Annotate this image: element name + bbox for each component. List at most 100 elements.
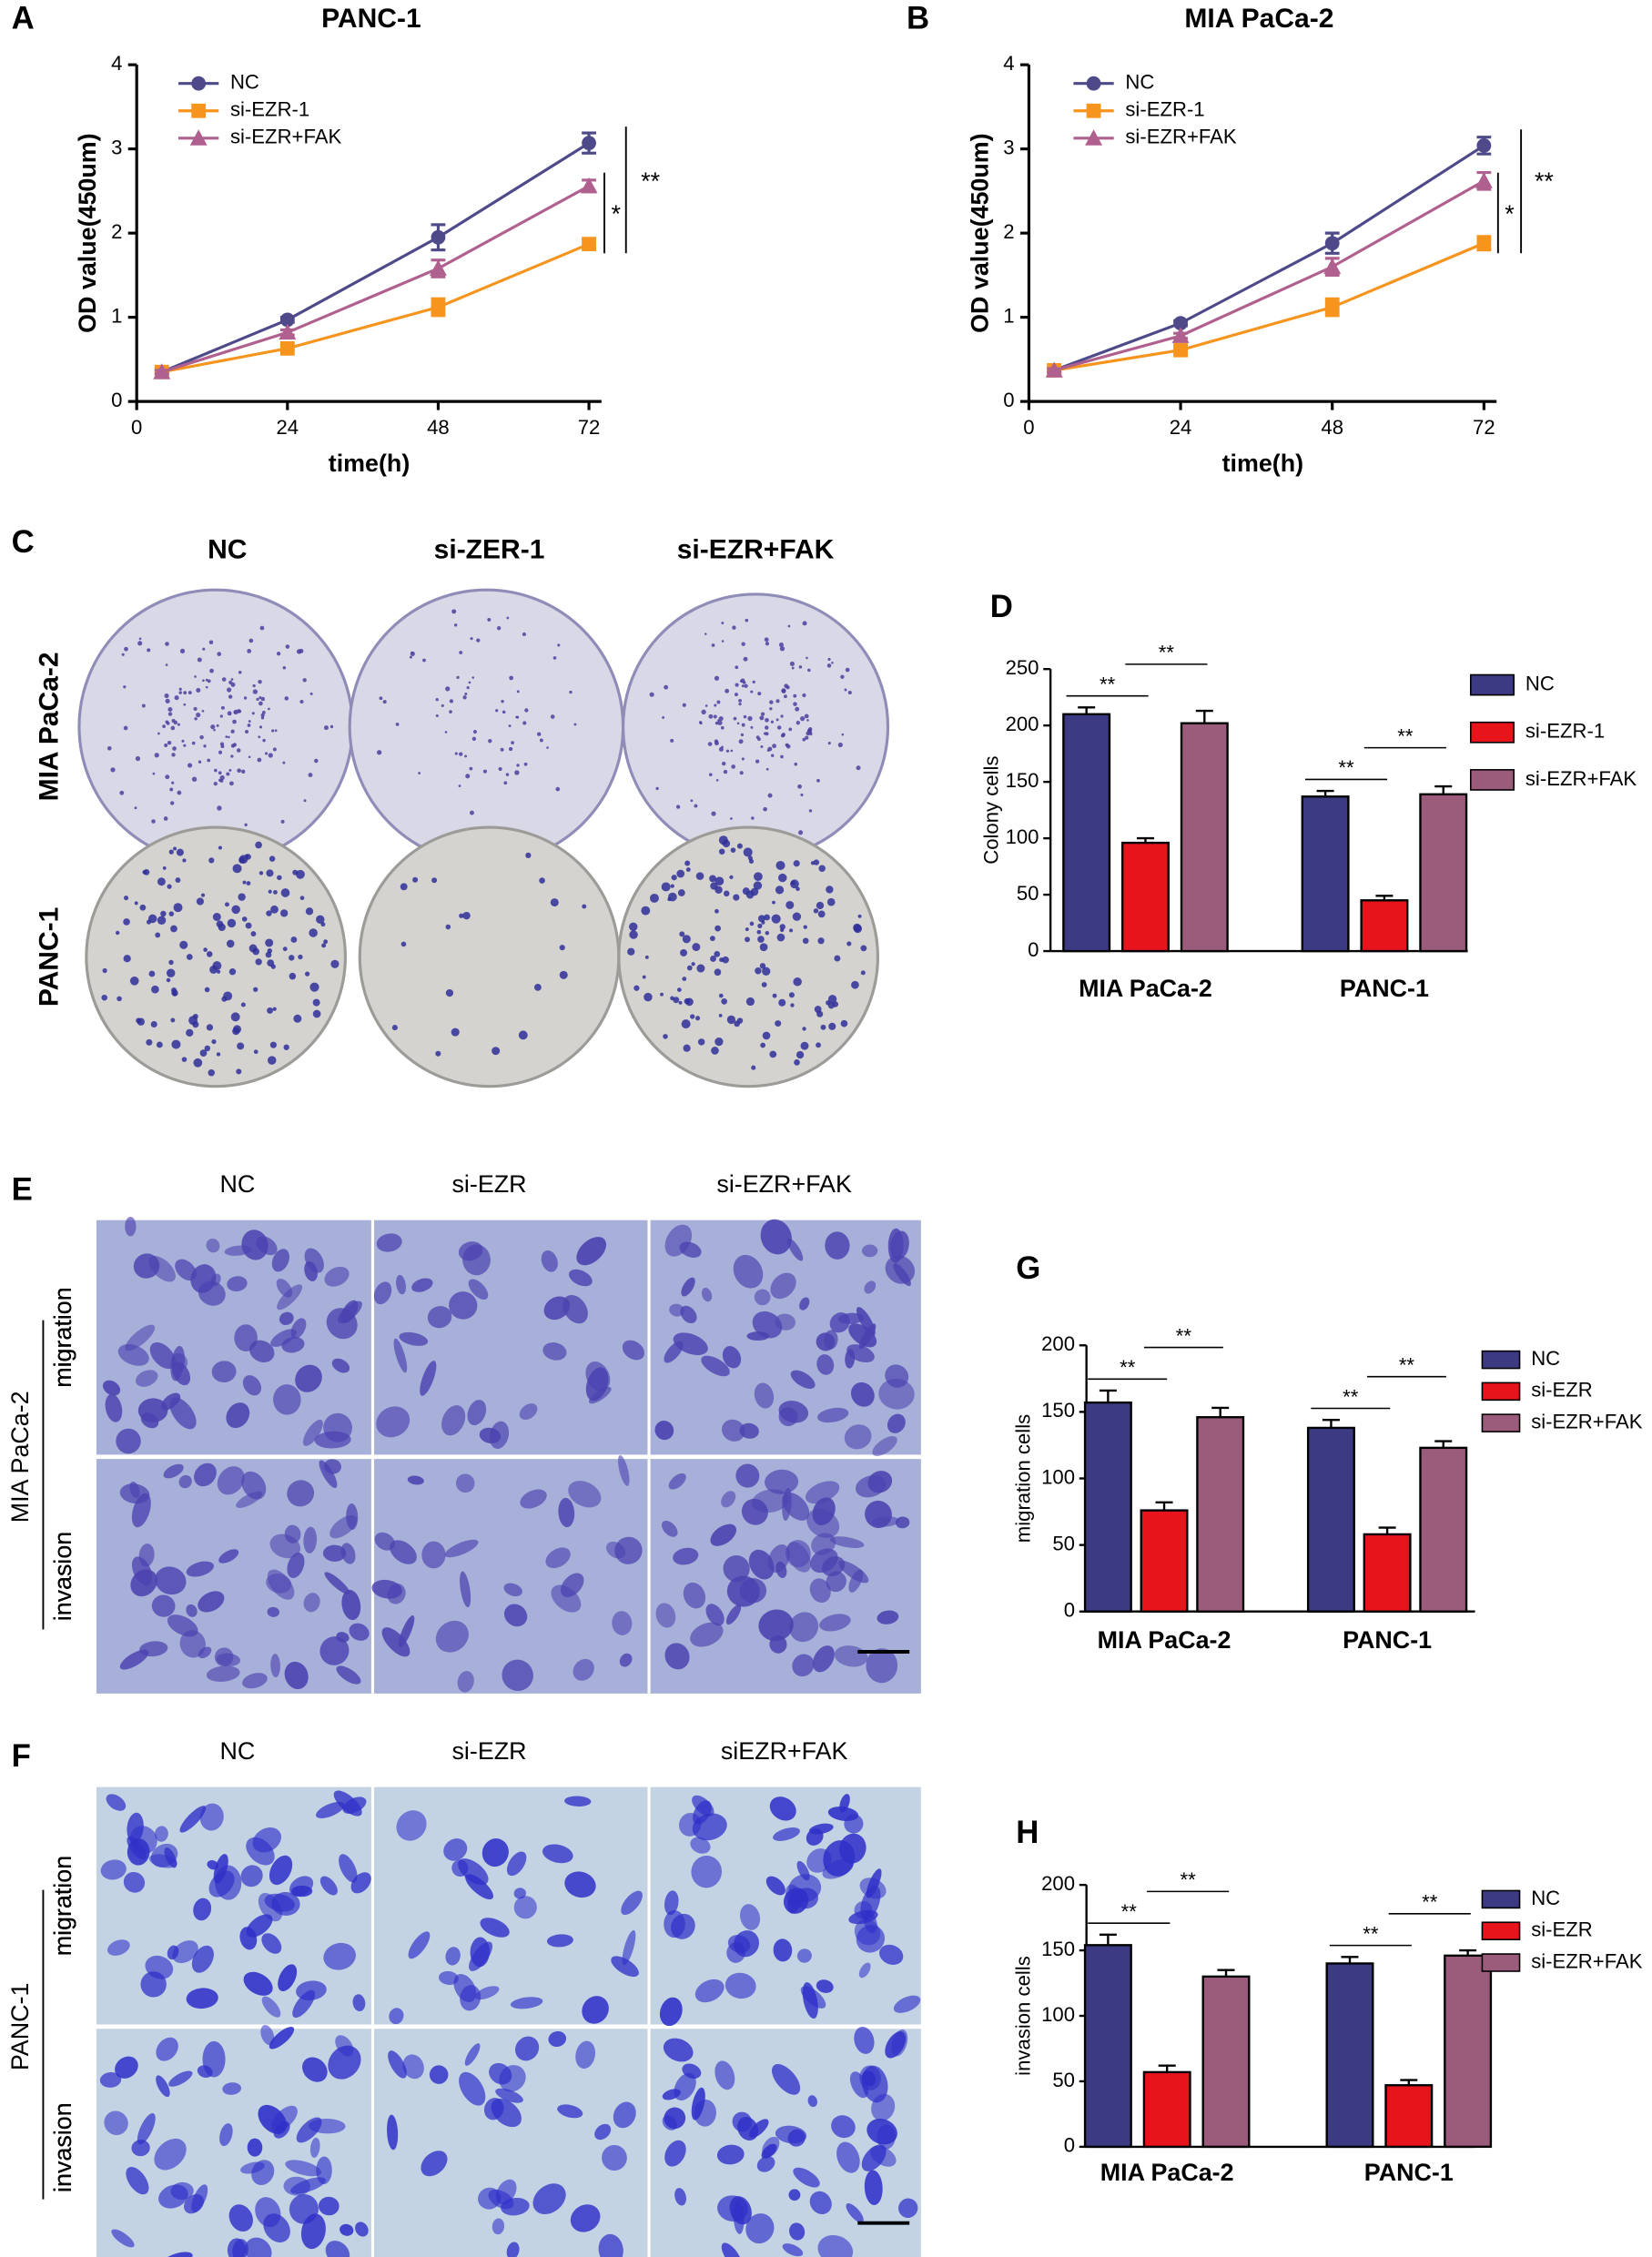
- stained-cell: [207, 1860, 219, 1870]
- stained-cell: [690, 1622, 724, 1647]
- marker: [1173, 342, 1188, 358]
- colony: [769, 1050, 777, 1058]
- stained-cell: [855, 1475, 887, 1498]
- stained-cell: [169, 1397, 197, 1430]
- stained-cell: [248, 1340, 275, 1362]
- stained-cell: [292, 1989, 316, 2019]
- colony: [759, 963, 766, 969]
- colony: [280, 909, 289, 917]
- colony: [775, 1020, 782, 1027]
- y-tick-label: 3: [111, 136, 122, 158]
- colony: [219, 774, 225, 781]
- row-label: migration: [49, 1287, 76, 1387]
- colony: [459, 913, 464, 918]
- colony: [798, 830, 804, 835]
- colony: [272, 1007, 277, 1011]
- colony: [165, 698, 170, 703]
- colony: [763, 806, 767, 812]
- colony: [698, 721, 703, 724]
- row-label: migration: [49, 1856, 76, 1956]
- colony: [673, 997, 680, 1004]
- colony: [552, 656, 557, 660]
- colony: [789, 661, 795, 667]
- stained-cell: [206, 1665, 240, 1682]
- stained-cell: [789, 2222, 806, 2241]
- y-tick-label: 100: [1006, 825, 1039, 848]
- colony: [147, 648, 151, 653]
- stained-cell: [664, 1643, 690, 1670]
- stained-cell: [388, 2050, 407, 2079]
- colony: [680, 948, 688, 956]
- stained-cell: [885, 2031, 907, 2059]
- bar: [1083, 1401, 1132, 1613]
- stained-cell: [546, 1934, 573, 1948]
- colony: [265, 951, 272, 958]
- colony: [451, 609, 457, 614]
- colony: [846, 941, 852, 946]
- stained-cell: [457, 1671, 474, 1693]
- colony: [470, 810, 474, 815]
- colony: [827, 742, 831, 745]
- stained-cell: [103, 1380, 121, 1396]
- colony: [233, 711, 237, 714]
- colony: [717, 719, 720, 722]
- colony: [488, 739, 492, 744]
- colony: [660, 992, 664, 997]
- colony: [207, 758, 211, 763]
- stained-cell: [319, 1636, 350, 1665]
- stained-cell: [602, 2144, 627, 2171]
- colony: [644, 955, 649, 959]
- colony: [841, 733, 845, 736]
- y-tick-label: 4: [111, 52, 122, 75]
- stained-cell: [504, 1604, 528, 1627]
- stained-cell: [760, 1219, 792, 1255]
- colony: [468, 681, 471, 684]
- colony: [284, 696, 289, 701]
- stained-cell: [115, 2056, 138, 2079]
- stained-cell: [850, 1382, 875, 1407]
- x-tick-label: PANC-1: [1364, 2159, 1454, 2186]
- stained-cell: [752, 1311, 783, 1339]
- stained-cell: [726, 1575, 760, 1607]
- stained-cell: [453, 1974, 477, 2002]
- colony: [492, 1047, 501, 1056]
- colony: [725, 688, 730, 693]
- colony: [209, 965, 218, 974]
- stained-cell: [819, 1614, 851, 1632]
- colony: [793, 702, 797, 706]
- stained-cell: [659, 1997, 683, 2027]
- marker: [1086, 76, 1101, 91]
- y-tick-label: 0: [1028, 938, 1039, 961]
- x-axis-label: time(h): [329, 450, 410, 477]
- colony: [735, 665, 739, 670]
- stained-cell: [161, 2252, 193, 2257]
- stained-cell: [316, 2156, 332, 2185]
- colony: [778, 643, 784, 648]
- colony: [751, 1065, 756, 1070]
- stained-cell: [315, 1801, 345, 1818]
- legend-swatch: [1481, 1889, 1521, 1909]
- colony: [733, 894, 740, 901]
- colony: [226, 939, 235, 948]
- stained-cell: [769, 1635, 787, 1654]
- colony: [167, 884, 172, 889]
- colony: [742, 887, 750, 896]
- colony: [834, 955, 841, 962]
- stained-cell: [287, 1480, 315, 1507]
- colony: [166, 977, 171, 983]
- stained-cell: [495, 2179, 517, 2205]
- colony: [236, 748, 241, 753]
- stained-cell: [668, 1473, 686, 1490]
- colony: [802, 737, 806, 742]
- colony: [451, 1027, 460, 1037]
- colony: [219, 714, 223, 718]
- stained-cell: [805, 1481, 840, 1504]
- stained-cell: [564, 1871, 596, 1898]
- stained-cell: [893, 1262, 911, 1287]
- marker: [191, 103, 207, 118]
- y-tick-label: 2: [1003, 220, 1014, 243]
- colony: [469, 766, 473, 771]
- colony: [191, 776, 198, 782]
- stained-cell: [156, 2075, 170, 2098]
- colony: [476, 638, 481, 643]
